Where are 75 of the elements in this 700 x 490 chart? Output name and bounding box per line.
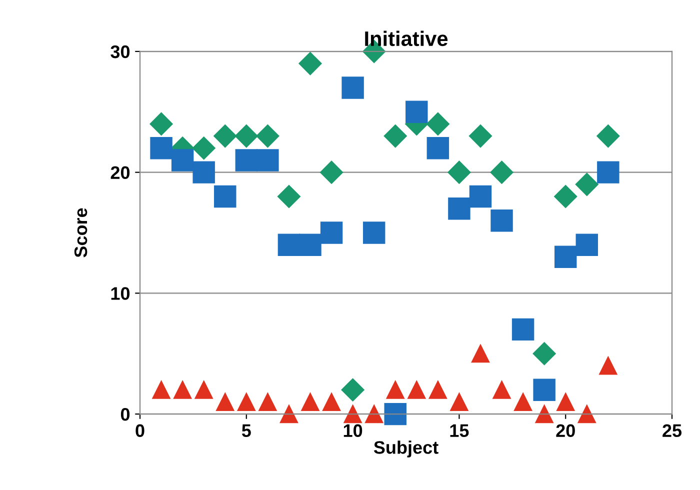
point [406,100,428,123]
point [450,392,468,411]
point [192,161,215,184]
point [174,380,192,399]
point [556,392,575,411]
point [426,137,450,160]
y-tick-label: 30 [110,45,130,58]
point [468,124,492,148]
point [192,136,216,160]
point [384,402,406,426]
point [299,234,322,256]
point [277,184,300,208]
point [258,392,277,411]
x-axis-title: Subject [374,440,438,458]
point [384,124,407,148]
point [235,149,258,172]
point [597,161,620,184]
point [256,149,279,172]
point [214,185,236,208]
point [301,392,320,411]
point [426,112,450,136]
point [280,405,298,424]
point [554,184,578,208]
point [344,405,362,424]
point [490,210,513,232]
point [237,392,256,411]
point [514,392,532,411]
point [320,222,343,244]
point [535,405,554,424]
point [171,149,194,172]
x-tick-label: 5 [242,424,251,438]
point [256,124,280,148]
point [596,124,620,148]
point [214,124,237,148]
point [320,160,344,184]
x-tick-label: 15 [450,424,469,438]
point [469,185,492,208]
point [532,342,556,366]
x-tick-label: 25 [662,424,682,438]
point [554,246,577,268]
point [278,234,300,256]
point [490,160,514,184]
point [471,344,490,363]
point [298,52,322,76]
point [492,380,511,399]
point [576,234,598,256]
point [362,222,386,244]
x-tick-label: 20 [556,424,575,438]
point [342,76,364,99]
point [234,124,258,148]
point [448,197,470,220]
point [150,137,172,160]
point [386,380,404,399]
x-tick-label: 10 [344,424,362,438]
point [512,318,534,341]
point [575,172,598,196]
point [599,356,618,375]
point [365,405,384,424]
y-tick-label: 0 [120,408,130,421]
point [448,160,471,184]
y-tick-label: 20 [110,166,130,180]
y-tick-label: 10 [111,287,130,300]
point [150,112,173,136]
point [533,378,556,401]
y-axis-title: Score [74,208,88,258]
point [408,380,426,399]
point [194,380,213,399]
chart-title: Initiative [365,30,448,46]
point [322,392,341,411]
x-tick-label: 0 [136,424,144,438]
point [216,392,234,411]
point [152,380,170,399]
point [341,378,364,402]
point [428,380,447,399]
point [578,405,596,424]
